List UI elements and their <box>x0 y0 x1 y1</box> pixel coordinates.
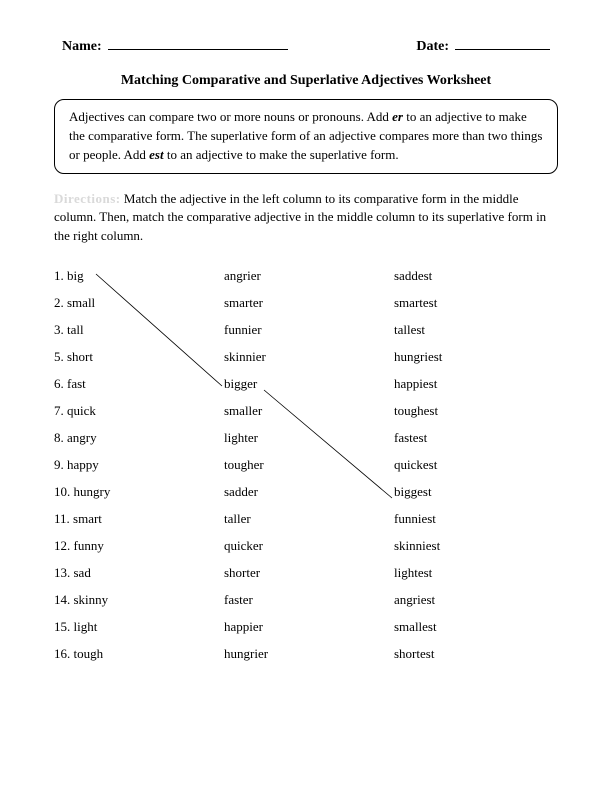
name-input-line[interactable] <box>108 36 288 50</box>
comparative-cell: quicker <box>224 539 394 552</box>
superlative-cell: smallest <box>394 620 558 633</box>
comparative-cell: happier <box>224 620 394 633</box>
comparative-cell: smarter <box>224 296 394 309</box>
comparative-cell: angrier <box>224 269 394 282</box>
adjective-cell: 5. short <box>54 350 224 363</box>
name-field: Name: <box>62 36 288 55</box>
name-label: Name: <box>62 39 102 55</box>
adjective-cell: 8. angry <box>54 431 224 444</box>
adjective-cell: 7. quick <box>54 404 224 417</box>
info-box: Adjectives can compare two or more nouns… <box>54 99 558 174</box>
word-row: 8. angrylighterfastest <box>54 424 558 451</box>
directions-text: Match the adjective in the left column t… <box>54 191 546 244</box>
word-row: 16. toughhungriershortest <box>54 640 558 667</box>
adjective-cell: 1. big <box>54 269 224 282</box>
header-row: Name: Date: <box>54 36 558 55</box>
superlative-cell: shortest <box>394 647 558 660</box>
adjective-cell: 12. funny <box>54 539 224 552</box>
word-row: 12. funnyquickerskinniest <box>54 532 558 559</box>
adjective-cell: 11. smart <box>54 512 224 525</box>
comparative-cell: tougher <box>224 458 394 471</box>
worksheet-title: Matching Comparative and Superlative Adj… <box>54 73 558 89</box>
superlative-cell: angriest <box>394 593 558 606</box>
word-row: 11. smarttallerfunniest <box>54 505 558 532</box>
info-part1: Adjectives can compare two or more nouns… <box>69 109 392 124</box>
adjective-cell: 14. skinny <box>54 593 224 606</box>
adjective-cell: 13. sad <box>54 566 224 579</box>
comparative-cell: sadder <box>224 485 394 498</box>
comparative-cell: funnier <box>224 323 394 336</box>
superlative-cell: tallest <box>394 323 558 336</box>
word-row: 15. lighthappiersmallest <box>54 613 558 640</box>
adjective-cell: 15. light <box>54 620 224 633</box>
superlative-cell: quickest <box>394 458 558 471</box>
word-row: 14. skinnyfasterangriest <box>54 586 558 613</box>
superlative-cell: skinniest <box>394 539 558 552</box>
word-row: 13. sadshorterlightest <box>54 559 558 586</box>
comparative-cell: faster <box>224 593 394 606</box>
adjective-cell: 6. fast <box>54 377 224 390</box>
comparative-cell: taller <box>224 512 394 525</box>
superlative-cell: funniest <box>394 512 558 525</box>
info-em2: est <box>149 147 163 162</box>
word-row: 2. smallsmartersmartest <box>54 289 558 316</box>
superlative-cell: biggest <box>394 485 558 498</box>
comparative-cell: bigger <box>224 377 394 390</box>
superlative-cell: hungriest <box>394 350 558 363</box>
info-part3: to an adjective to make the superlative … <box>164 147 399 162</box>
comparative-cell: shorter <box>224 566 394 579</box>
comparative-cell: smaller <box>224 404 394 417</box>
word-row: 5. shortskinnierhungriest <box>54 343 558 370</box>
adjective-cell: 9. happy <box>54 458 224 471</box>
superlative-cell: toughest <box>394 404 558 417</box>
word-row: 1. bigangriersaddest <box>54 262 558 289</box>
superlative-cell: smartest <box>394 296 558 309</box>
word-row: 9. happytougherquickest <box>54 451 558 478</box>
date-field: Date: <box>416 36 550 55</box>
superlative-cell: saddest <box>394 269 558 282</box>
comparative-cell: lighter <box>224 431 394 444</box>
date-label: Date: <box>416 39 449 55</box>
word-grid: 1. bigangriersaddest2. smallsmartersmart… <box>54 262 558 667</box>
info-em1: er <box>392 109 403 124</box>
adjective-cell: 2. small <box>54 296 224 309</box>
superlative-cell: fastest <box>394 431 558 444</box>
word-row: 6. fastbiggerhappiest <box>54 370 558 397</box>
comparative-cell: skinnier <box>224 350 394 363</box>
adjective-cell: 16. tough <box>54 647 224 660</box>
superlative-cell: happiest <box>394 377 558 390</box>
comparative-cell: hungrier <box>224 647 394 660</box>
directions-label: Directions: <box>54 191 121 206</box>
word-row: 3. tallfunniertallest <box>54 316 558 343</box>
adjective-cell: 3. tall <box>54 323 224 336</box>
adjective-cell: 10. hungry <box>54 485 224 498</box>
word-row: 7. quicksmallertoughest <box>54 397 558 424</box>
word-row: 10. hungrysadderbiggest <box>54 478 558 505</box>
superlative-cell: lightest <box>394 566 558 579</box>
date-input-line[interactable] <box>455 36 550 50</box>
directions: Directions: Match the adjective in the l… <box>54 190 558 247</box>
